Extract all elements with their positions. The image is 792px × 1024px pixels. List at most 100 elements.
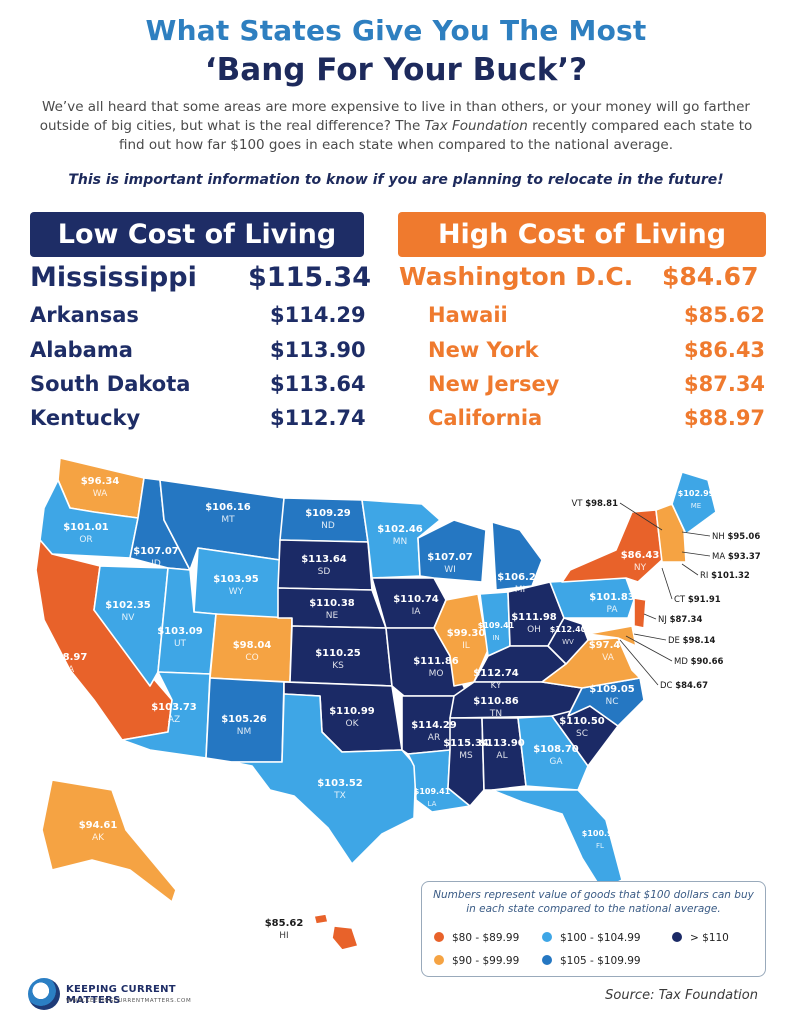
legend-swatch-90-99 [434, 955, 444, 965]
map-value-ks: $110.25 [315, 648, 361, 659]
low-cost-banner: Low Cost of Living [30, 212, 364, 257]
map-value-ut: $103.09 [157, 626, 203, 637]
title-line-2: ‘Bang For Your Buck’? [204, 52, 588, 88]
map-abbr-ia: IA [412, 607, 422, 617]
us-map-svg: $96.34 WA $101.01 OR $88.97 CA $102.35 NV $107.0… [35, 457, 761, 951]
map-abbr-mn: MN [393, 537, 408, 547]
map-value-wy: $103.95 [213, 574, 259, 585]
map-abbr-tn: TN [489, 709, 502, 719]
map-abbr-ms: MS [459, 751, 473, 761]
map-abbr-ks: KS [332, 661, 344, 671]
map-value-or: $101.01 [63, 522, 109, 533]
state-shape-fl [491, 789, 623, 891]
map-abbr-oh: OH [527, 625, 541, 635]
callout-line-dc [619, 639, 659, 686]
map-value-wa: $96.34 [81, 476, 120, 487]
low-value-2: $114.29 [270, 303, 366, 327]
legend-label-90-99: $90 - $99.99 [452, 955, 520, 967]
map-abbr-sc: SC [576, 729, 588, 739]
map-value-mi: $106.27 [497, 572, 543, 583]
callout-abbr-nh: NH [712, 532, 727, 542]
map-value-mn: $102.46 [377, 524, 423, 535]
callout-abbr-md: MD [674, 657, 691, 667]
logo-name: KEEPING CURRENT MATTERS [66, 984, 176, 1006]
us-cost-map: $96.34 WA $101.01 OR $88.97 CA $102.35 NV $107.0… [22, 450, 770, 980]
map-value-pa: $101.83 [589, 592, 635, 603]
map-abbr-la: LA [428, 800, 437, 808]
callout-abbr-vt: VT [571, 499, 585, 509]
callout-line-ct [661, 567, 673, 600]
legend-caption: Numbers represent value of goods that $1… [433, 889, 754, 915]
high-value-3: $86.43 [684, 338, 766, 362]
map-abbr-wy: WY [229, 587, 244, 597]
map-abbr-wa: WA [93, 489, 108, 499]
callout-abbr-ct: CT [674, 595, 688, 605]
map-abbr-ne: NE [326, 611, 339, 621]
legend-swatch-80-89 [434, 932, 444, 942]
title-line-1: What States Give You The Most [145, 14, 647, 47]
low-state-5: Kentucky [30, 406, 141, 430]
state-shape-mi [491, 521, 543, 591]
legend-item-80-89: $80 - $89.99 [434, 932, 519, 944]
legend-item-105-109: $105 - $109.99 [542, 955, 641, 967]
high-value-5: $88.97 [684, 406, 766, 430]
map-value-nm: $105.26 [221, 714, 267, 725]
state-shape-ms [447, 717, 485, 807]
state-shape-sd [277, 539, 373, 591]
callout-value-ct: $91.91 [688, 595, 721, 605]
map-value-ky: $112.74 [473, 668, 519, 679]
state-shape-al [481, 717, 527, 791]
map-abbr-nd: ND [321, 521, 335, 531]
low-state-3: Alabama [30, 338, 133, 362]
callout-value-nh: $95.06 [727, 532, 760, 542]
state-shape-wi [417, 519, 487, 583]
low-state-2: Arkansas [30, 303, 139, 327]
legend-item-90-99: $90 - $99.99 [434, 955, 519, 967]
map-abbr-ut: UT [174, 639, 187, 649]
map-abbr-az: AZ [168, 715, 180, 725]
low-value-1: $115.34 [248, 262, 371, 293]
map-value-ak: $94.61 [79, 820, 118, 831]
map-abbr-ca: CA [62, 665, 75, 675]
map-abbr-ky: KY [490, 681, 502, 691]
map-abbr-ak: AK [92, 833, 105, 843]
map-value-me: $102.99 [678, 489, 715, 498]
high-cost-banner: High Cost of Living [398, 212, 766, 257]
callout-vt: VT $98.81 [571, 499, 618, 509]
state-shape-md-de [587, 625, 637, 647]
callout-dc: DC $84.67 [660, 681, 708, 691]
map-value-id: $107.07 [133, 546, 179, 557]
low-state-4: South Dakota [30, 372, 191, 396]
map-value-co: $98.04 [233, 640, 272, 651]
map-value-in: $109.41 [478, 621, 515, 630]
callout-value-ma: $93.37 [728, 552, 761, 562]
map-abbr-al: AL [496, 751, 507, 761]
map-value-nv: $102.35 [105, 600, 151, 611]
high-value-1: $84.67 [662, 262, 759, 291]
legend-swatch-105-109 [542, 955, 552, 965]
callout-abbr-ma: MA [712, 552, 728, 562]
low-state-1: Mississippi [30, 262, 197, 293]
map-abbr-mo: MO [429, 669, 444, 679]
map-value-hi: $85.62 [265, 918, 304, 929]
legend-swatch-110-plus [672, 932, 682, 942]
map-value-az: $103.73 [151, 702, 197, 713]
map-value-ny: $86.43 [621, 550, 660, 561]
low-value-4: $113.64 [270, 372, 366, 396]
callout-abbr-de: DE [668, 636, 683, 646]
map-abbr-wi: WI [444, 565, 456, 575]
callout-value-dc: $84.67 [675, 681, 708, 691]
state-shape-hi [313, 913, 329, 925]
callout-line-nh [681, 531, 711, 537]
callout-line-nj [643, 613, 657, 620]
callout-value-de: $98.14 [683, 636, 716, 646]
callout-abbr-dc: DC [660, 681, 675, 691]
map-value-ca: $88.97 [49, 652, 88, 663]
high-value-4: $87.34 [684, 372, 766, 396]
state-shape-nj [633, 597, 647, 629]
state-shape-nd [279, 497, 369, 543]
map-abbr-in: IN [492, 634, 499, 642]
low-value-5: $112.74 [270, 406, 366, 430]
map-abbr-mi: MI [515, 585, 525, 595]
callout-line-ri [681, 563, 699, 576]
